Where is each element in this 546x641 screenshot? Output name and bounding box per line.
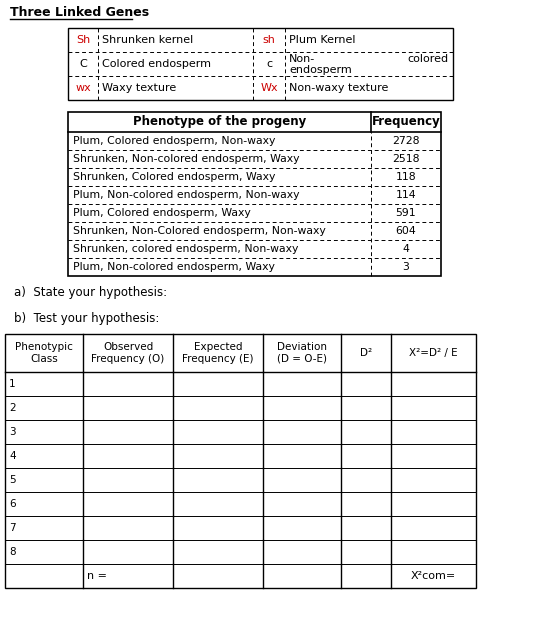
Text: Non-: Non- [289,54,315,64]
Text: 7: 7 [9,523,16,533]
Text: 604: 604 [396,226,417,236]
Text: Shrunken, colored endosperm, Non-waxy: Shrunken, colored endosperm, Non-waxy [73,244,298,254]
Text: 118: 118 [396,172,416,182]
Text: Shrunken, Colored endosperm, Waxy: Shrunken, Colored endosperm, Waxy [73,172,275,182]
Text: 2518: 2518 [392,154,420,164]
Text: Shrunken, Non-Colored endosperm, Non-waxy: Shrunken, Non-Colored endosperm, Non-wax… [73,226,326,236]
Bar [68,112,441,276]
Text: wx: wx [75,83,91,93]
Text: 6: 6 [9,499,16,509]
Text: Observed
Frequency (O): Observed Frequency (O) [91,342,165,364]
Text: Colored endosperm: Colored endosperm [102,59,211,69]
Text: 4: 4 [9,451,16,461]
Text: Expected
Frequency (E): Expected Frequency (E) [182,342,254,364]
Text: sh: sh [263,35,275,45]
Bar [5,334,476,588]
Text: Plum, Non-colored endosperm, Waxy: Plum, Non-colored endosperm, Waxy [73,262,275,272]
Text: 8: 8 [9,547,16,557]
Text: C: C [79,59,87,69]
Text: endosperm: endosperm [289,65,352,75]
Text: a)  State your hypothesis:: a) State your hypothesis: [14,286,167,299]
Text: Plum, Colored endosperm, Non-waxy: Plum, Colored endosperm, Non-waxy [73,136,275,146]
Text: 591: 591 [396,208,416,218]
Text: Shrunken, Non-colored endosperm, Waxy: Shrunken, Non-colored endosperm, Waxy [73,154,300,164]
Bar [68,28,453,100]
Text: c: c [266,59,272,69]
Text: Non-waxy texture: Non-waxy texture [289,83,388,93]
Text: 3: 3 [9,427,16,437]
Text: Phenotypic
Class: Phenotypic Class [15,342,73,364]
Text: colored: colored [408,54,449,64]
Text: Three Linked Genes: Three Linked Genes [10,6,149,19]
Text: Shrunken kernel: Shrunken kernel [102,35,193,45]
Text: Sh: Sh [76,35,90,45]
Text: 1: 1 [9,379,16,389]
Text: X²=D² / E: X²=D² / E [409,348,458,358]
Text: Plum, Non-colored endosperm, Non-waxy: Plum, Non-colored endosperm, Non-waxy [73,190,300,200]
Text: D²: D² [360,348,372,358]
Text: X²com=: X²com= [411,571,456,581]
Text: 2: 2 [9,403,16,413]
Text: Plum Kernel: Plum Kernel [289,35,355,45]
Text: Waxy texture: Waxy texture [102,83,176,93]
Text: b)  Test your hypothesis:: b) Test your hypothesis: [14,312,159,325]
Text: Deviation
(D = O-E): Deviation (D = O-E) [277,342,327,364]
Text: 114: 114 [396,190,416,200]
Text: 2728: 2728 [392,136,420,146]
Text: Wx: Wx [260,83,278,93]
Text: Phenotype of the progeny: Phenotype of the progeny [133,115,306,128]
Text: Frequency: Frequency [372,115,441,128]
Text: 4: 4 [402,244,410,254]
Text: 5: 5 [9,475,16,485]
Text: n =: n = [87,571,107,581]
Text: 3: 3 [402,262,410,272]
Text: Plum, Colored endosperm, Waxy: Plum, Colored endosperm, Waxy [73,208,251,218]
